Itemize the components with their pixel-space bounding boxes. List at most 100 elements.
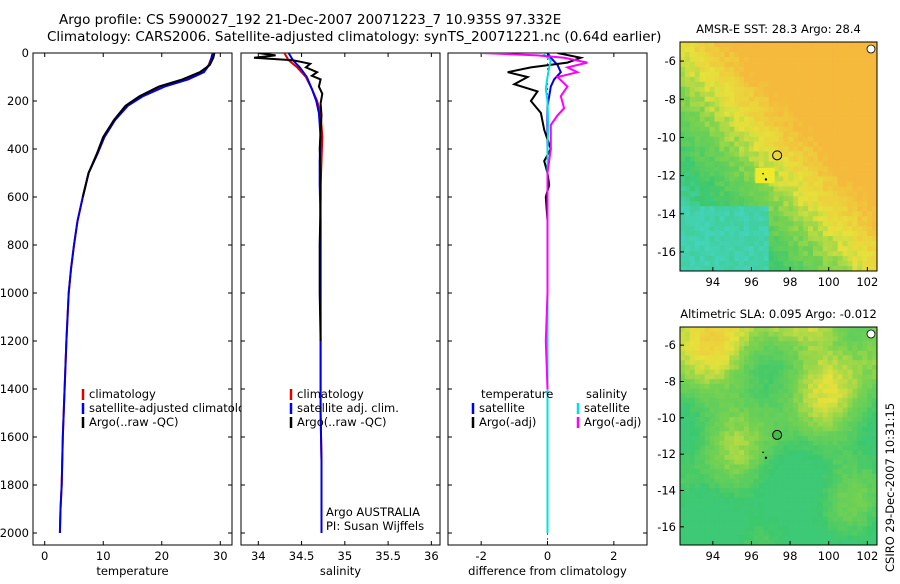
map-cell: [872, 511, 878, 517]
y-tick-label: -8: [665, 92, 676, 106]
map-cell: [872, 221, 878, 227]
map-cell: [689, 369, 696, 375]
map-cell: [867, 181, 873, 187]
map-cell: [709, 226, 715, 232]
map-cell: [748, 101, 755, 108]
map-cell: [827, 345, 834, 352]
map-cell: [719, 156, 725, 162]
map-cell: [680, 540, 686, 546]
map-cell: [852, 131, 858, 137]
map-cell: [822, 421, 829, 427]
map-cell: [822, 42, 829, 48]
map-cell: [808, 431, 814, 437]
map-cell: [822, 473, 829, 480]
map-cell: [808, 146, 814, 152]
map-cell: [847, 191, 853, 197]
map-cell: [857, 331, 863, 337]
map-cell: [857, 51, 863, 58]
map-cell: [862, 440, 868, 446]
map-cell: [852, 231, 858, 237]
map-cell: [704, 379, 710, 385]
map-cell: [719, 42, 725, 48]
map-cell: [842, 450, 848, 456]
map-cell: [704, 61, 710, 68]
map-cell: [758, 379, 765, 385]
map-cell: [837, 507, 843, 513]
map-cell: [852, 136, 858, 142]
map-cell: [808, 327, 814, 333]
map-cell: [753, 473, 760, 480]
map-cell: [852, 459, 858, 465]
map-cell: [788, 126, 794, 133]
map-cell: [684, 96, 691, 103]
map-cell: [719, 46, 725, 53]
map-cell: [817, 407, 824, 413]
map-cell: [847, 350, 853, 356]
map-cell: [778, 388, 784, 394]
map-cell: [798, 101, 804, 108]
map-cell: [689, 201, 696, 207]
map-cell: [842, 459, 848, 465]
map-cell: [798, 216, 804, 222]
map-cell: [684, 126, 691, 133]
map-cell: [773, 201, 779, 207]
map-cell: [734, 459, 740, 465]
map-cell: [867, 511, 873, 517]
map-cell: [827, 186, 834, 192]
map-cell: [680, 116, 686, 123]
map-cell: [748, 412, 755, 418]
map-cell: [689, 186, 696, 192]
map-cell: [793, 469, 799, 475]
map-cell: [768, 111, 774, 118]
map-cell: [689, 331, 696, 337]
map-cell: [753, 106, 760, 113]
map-cell: [817, 141, 824, 147]
map-cell: [753, 440, 760, 446]
map-cell: [773, 161, 779, 167]
map-cell: [748, 516, 755, 522]
map-cell: [753, 191, 760, 197]
map-cell: [867, 483, 873, 489]
map-cell: [699, 412, 706, 418]
map-cell: [793, 540, 799, 546]
map-cell: [739, 464, 745, 470]
map-cell: [694, 336, 701, 342]
map-cell: [758, 211, 765, 217]
map-cell: [714, 166, 720, 172]
map-cell: [852, 206, 858, 212]
map-cell: [817, 251, 824, 257]
map-cell: [763, 355, 770, 361]
map-cell: [773, 341, 779, 347]
map-cell: [837, 141, 843, 147]
map-cell: [857, 96, 863, 103]
map-cell: [842, 196, 848, 202]
map-cell: [847, 42, 853, 48]
map-cell: [832, 450, 838, 456]
map-cell: [768, 241, 774, 247]
map-cell: [842, 421, 848, 427]
map-cell: [812, 473, 819, 480]
map-cell: [788, 101, 794, 108]
map-cell: [822, 186, 829, 192]
map-cell: [872, 66, 878, 73]
map-cell: [847, 121, 853, 128]
map-cell: [788, 206, 794, 212]
map-cell: [783, 151, 789, 157]
map-cell: [739, 166, 745, 172]
map-cell: [832, 91, 838, 98]
map-cell: [734, 246, 740, 252]
map-cell: [872, 231, 878, 237]
map-cell: [753, 350, 760, 356]
map-cell: [773, 364, 779, 371]
map-cell: [793, 483, 799, 489]
map-cell: [704, 71, 710, 78]
map-cell: [773, 136, 779, 142]
map-cell: [739, 393, 745, 399]
map-cell: [694, 121, 701, 128]
map-cell: [684, 535, 691, 541]
map-cell: [748, 131, 755, 137]
map-cell: [872, 131, 878, 137]
map-cell: [803, 106, 809, 113]
map-cell: [862, 61, 868, 68]
map-cell: [822, 459, 829, 465]
